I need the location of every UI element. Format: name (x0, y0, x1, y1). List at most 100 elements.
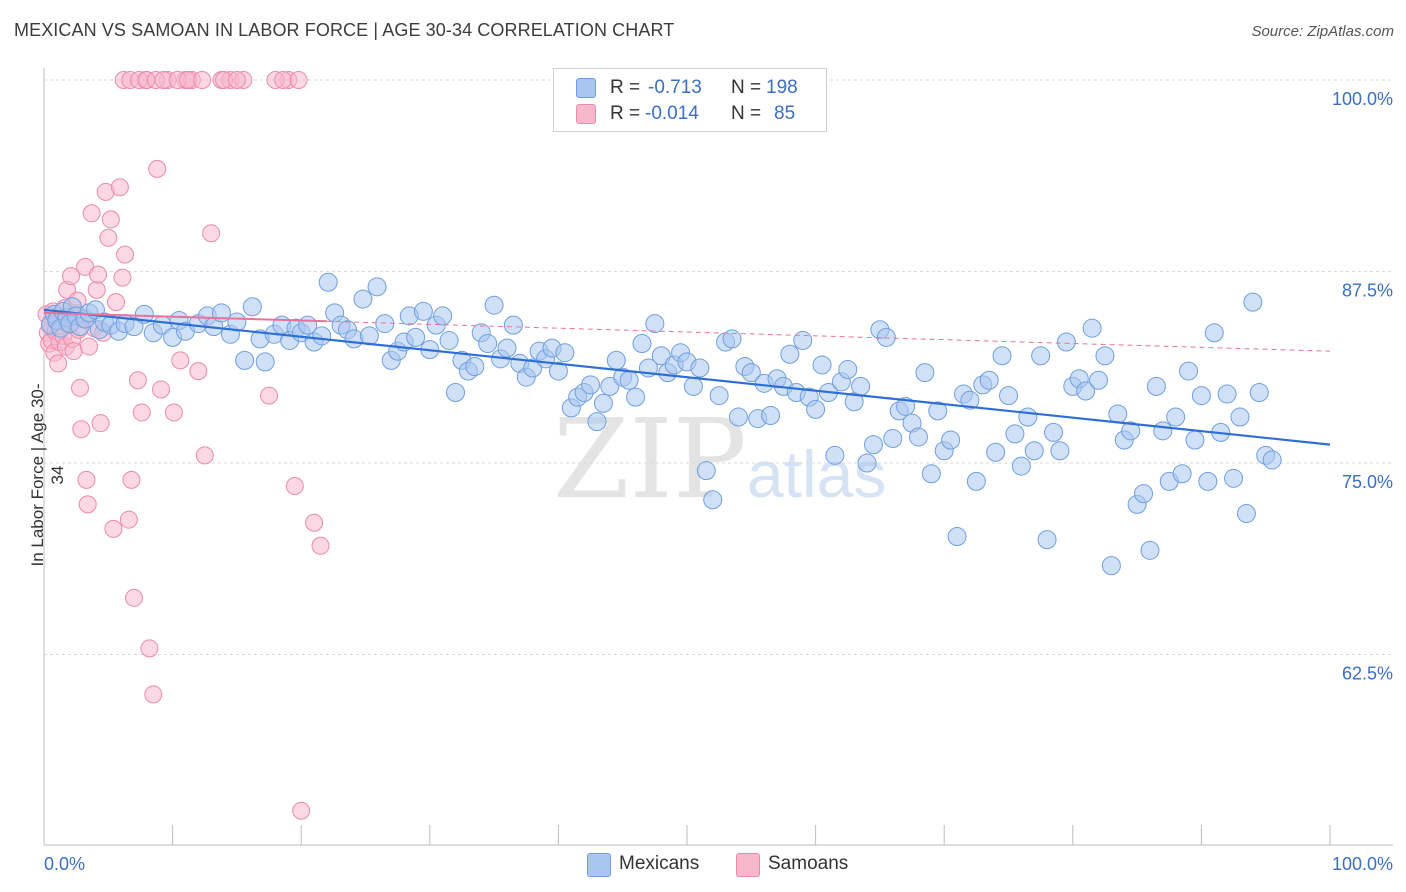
mexican-point (761, 406, 781, 426)
mexican-point (928, 401, 948, 421)
mexican-point (1153, 421, 1173, 441)
x-tick-label: 100.0% (1332, 854, 1393, 874)
samoan-point (113, 268, 132, 287)
mexican-point (1011, 456, 1031, 476)
x-tick-label: 0.0% (44, 854, 85, 874)
mexican-point (1121, 421, 1141, 441)
mexican-point (619, 370, 639, 390)
mexican-point (741, 363, 761, 383)
stats-legend: R = -0.713 N = 198 R = -0.014 N = 85 (553, 68, 827, 132)
trend-lines (43, 308, 1331, 446)
watermark-sub: atlas (746, 437, 887, 511)
samoan-point (292, 801, 311, 820)
mexican-point (921, 464, 941, 484)
mexican-point (318, 272, 338, 292)
samoan-point (110, 178, 129, 197)
mexican-point (838, 360, 858, 380)
legend-n-value: 198 (766, 77, 798, 98)
mexican-point (124, 317, 144, 337)
mexican-point (1037, 530, 1057, 550)
mexican-point (1172, 464, 1192, 484)
y-axis-label: In Labor Force | Age 30-34 (28, 383, 67, 567)
samoan-point (77, 470, 96, 489)
mexican-point (825, 445, 845, 465)
mexican-point (690, 358, 710, 378)
mexican-point (1108, 404, 1128, 424)
mexican-point (353, 289, 373, 309)
mexican-point (651, 346, 671, 366)
mexican-point (896, 396, 916, 416)
samoan-point (107, 293, 126, 312)
mexican-point (1166, 407, 1186, 427)
samoan-point (104, 519, 123, 538)
mexican-point (523, 358, 543, 378)
mexican-point (812, 355, 832, 375)
mexican-point (413, 301, 433, 321)
samoan-point (80, 337, 99, 356)
mexican-point (1185, 430, 1205, 450)
legend-n-label: N = (731, 77, 762, 98)
samoan-point (289, 71, 308, 89)
chart-title: MEXICAN VS SAMOAN IN LABOR FORCE | AGE 3… (14, 20, 675, 40)
legend-n-value: 85 (774, 103, 796, 124)
mexican-point (1031, 346, 1051, 366)
mexican-point (979, 370, 999, 390)
samoan-point (99, 228, 118, 247)
mexican-point (439, 330, 459, 350)
mexican-point (728, 407, 748, 427)
mexican-point (696, 461, 716, 481)
mexican-point (883, 428, 903, 448)
mexican-point (503, 315, 523, 335)
samoan-point (305, 513, 324, 532)
mexican-point (999, 386, 1018, 406)
samoan-point (193, 71, 212, 89)
samoan-point (227, 71, 246, 89)
samoan-point (49, 354, 68, 373)
samoan-point (202, 224, 221, 243)
mexican-point (478, 334, 498, 354)
samoans-trend-line-solid (43, 311, 327, 323)
y-tick-label: 75.0% (1342, 472, 1393, 492)
mexican-point (433, 306, 453, 326)
mexican-point (548, 361, 568, 381)
samoan-point (132, 403, 151, 422)
mexican-point (915, 363, 935, 383)
mexican-point (367, 277, 387, 297)
samoan-point (101, 210, 120, 229)
mexican-point (1217, 384, 1237, 404)
samoan-point (71, 378, 90, 397)
samoan-point (195, 446, 214, 465)
mexican-point (1134, 484, 1154, 504)
samoan-point (152, 380, 171, 399)
samoan-point (164, 403, 183, 422)
samoan-point (285, 476, 304, 495)
mexican-point (709, 386, 729, 406)
mexican-point (497, 338, 517, 358)
mexican-point (312, 326, 332, 346)
mexican-point (1101, 556, 1121, 576)
mexican-point (626, 387, 646, 407)
samoan-point (171, 351, 190, 370)
mexican-point (484, 295, 504, 315)
samoan-point (91, 414, 110, 433)
mexican-point (780, 344, 800, 364)
mexican-point (1044, 422, 1064, 442)
samoan-point (89, 265, 108, 284)
y-tick-label: 87.5% (1342, 281, 1393, 301)
mexican-point (465, 356, 485, 376)
mexican-point (645, 314, 665, 334)
mexican-point (606, 350, 626, 370)
mexican-point (1236, 504, 1256, 524)
mexican-point (555, 343, 575, 363)
samoan-point (78, 495, 97, 514)
mexican-point (683, 376, 703, 396)
samoan-point (128, 371, 147, 390)
mexican-point (1224, 468, 1244, 488)
samoan-point (119, 510, 138, 529)
samoan-point (140, 639, 159, 658)
mexican-point (242, 297, 262, 317)
mexican-point (446, 383, 466, 403)
samoan-point (62, 267, 81, 286)
mexican-point (406, 327, 426, 347)
